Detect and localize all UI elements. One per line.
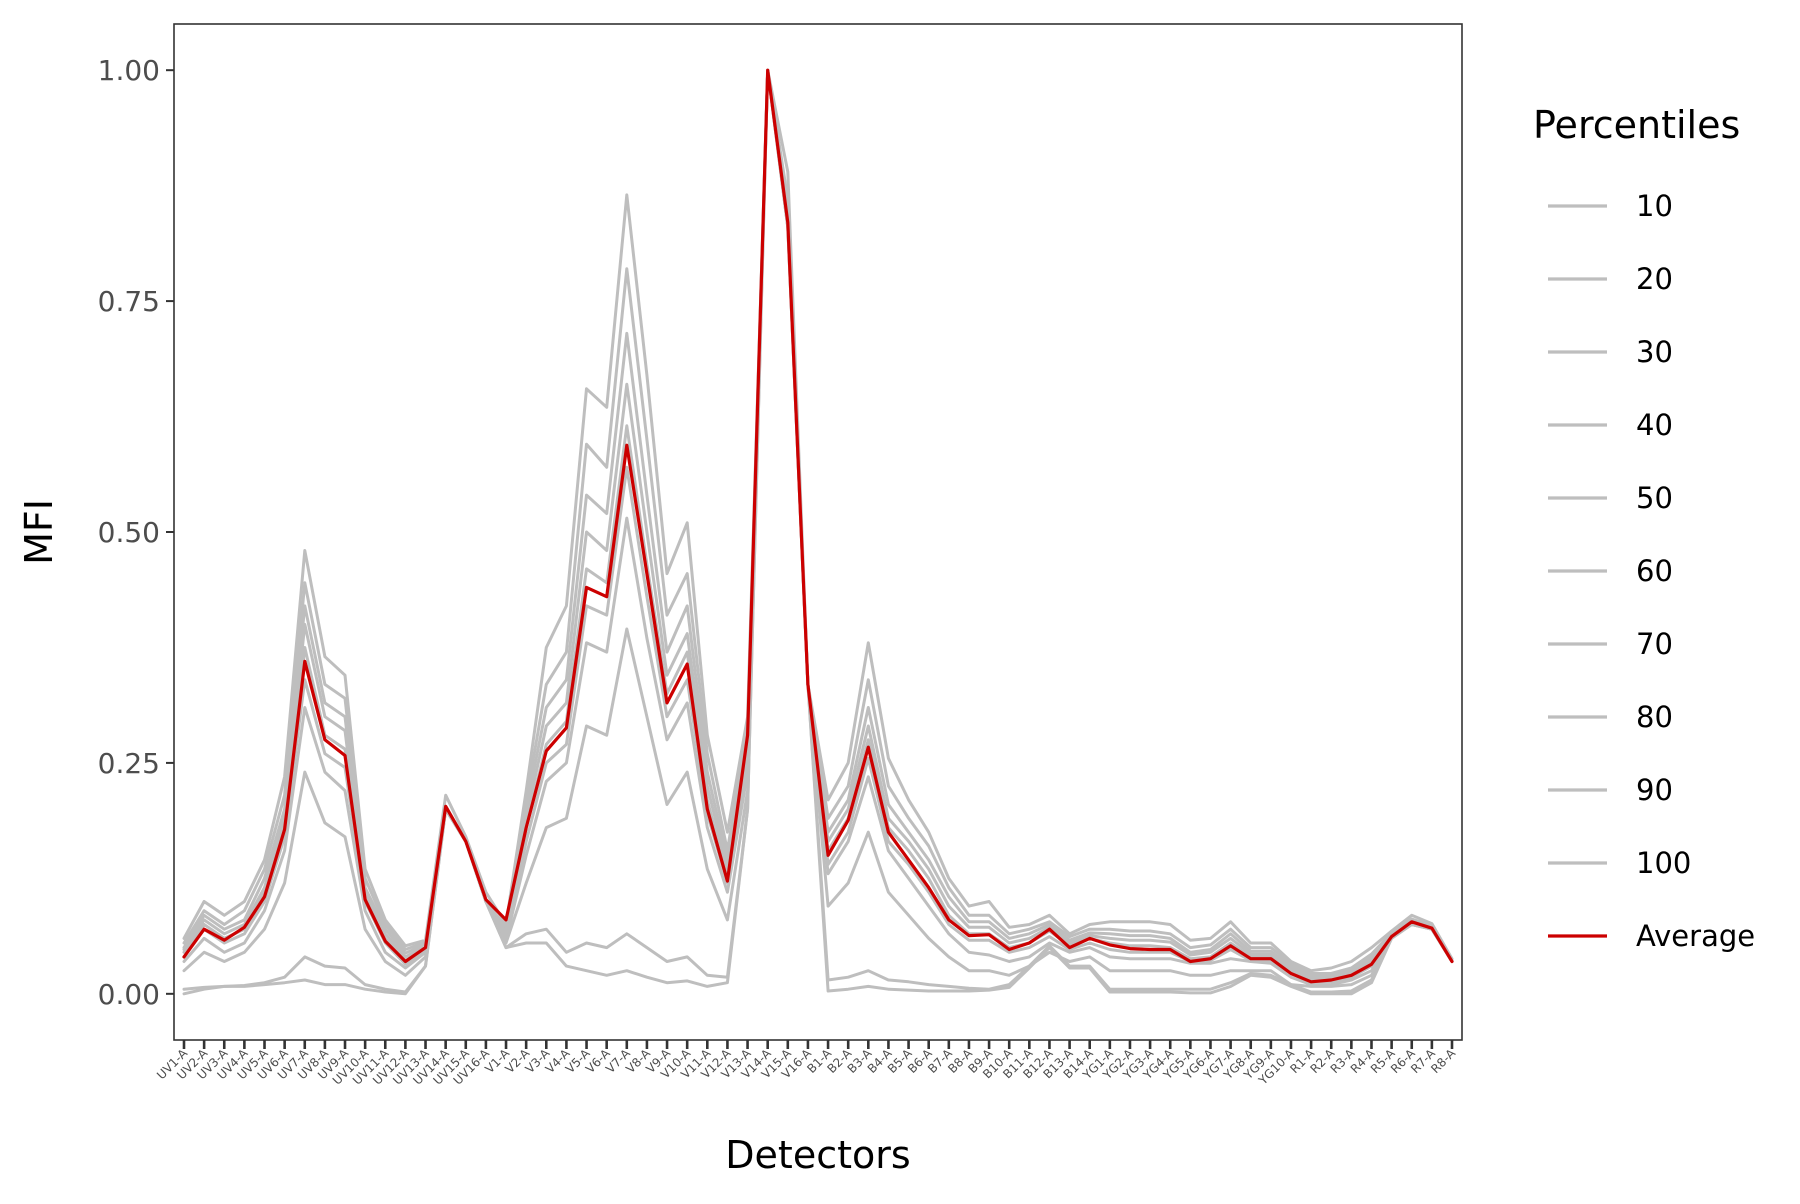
x-tick-label: R8-A <box>1428 1046 1458 1076</box>
y-tick-label: 1.00 <box>98 54 160 87</box>
legend-items: 10 20 30 40 50 60 70 80 90 100 Average <box>1548 189 1755 953</box>
y-tick-label: 0.25 <box>98 747 160 780</box>
series-line-30 <box>182 68 1454 988</box>
legend-label: 90 <box>1636 773 1673 807</box>
legend-label: 60 <box>1636 554 1673 588</box>
legend-label: 70 <box>1636 627 1673 661</box>
legend-label: 40 <box>1636 408 1673 442</box>
series-line-100 <box>182 68 1454 973</box>
y-axis: 0.00 0.25 0.50 0.75 1.00 <box>98 54 174 1011</box>
y-tick-label: 0.00 <box>98 978 160 1011</box>
series-line-90 <box>182 68 1454 975</box>
legend-label: 20 <box>1636 262 1673 296</box>
legend-label: Average <box>1636 919 1755 953</box>
series-line-average <box>182 68 1454 984</box>
y-tick-label: 0.50 <box>98 516 160 549</box>
legend-label: 100 <box>1636 846 1691 880</box>
plot-panel <box>173 23 1463 1041</box>
x-axis: UV1-AUV2-AUV3-AUV4-AUV5-AUV6-AUV7-AUV8-A… <box>154 1040 1459 1088</box>
legend-label: 50 <box>1636 481 1673 515</box>
legend-label: 10 <box>1636 189 1673 223</box>
x-axis-title: Detectors <box>725 1133 910 1177</box>
legend: Percentiles 10 20 30 40 50 60 70 80 90 100 Average <box>1533 103 1755 953</box>
y-tick-label: 0.75 <box>98 285 160 318</box>
y-axis-title: MFI <box>17 499 61 565</box>
legend-label: 80 <box>1636 700 1673 734</box>
series-line-20 <box>182 68 1454 994</box>
series-layer <box>182 68 1454 996</box>
legend-title: Percentiles <box>1533 103 1740 147</box>
legend-label: 30 <box>1636 335 1673 369</box>
